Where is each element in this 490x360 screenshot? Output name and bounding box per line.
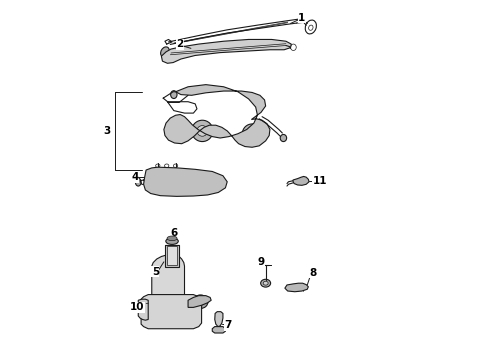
Polygon shape	[215, 312, 223, 327]
Text: 11: 11	[313, 176, 327, 186]
Ellipse shape	[161, 47, 169, 57]
Polygon shape	[161, 40, 291, 63]
Ellipse shape	[247, 129, 257, 138]
Text: 4: 4	[131, 172, 138, 182]
Polygon shape	[164, 85, 270, 147]
Ellipse shape	[173, 164, 178, 167]
Ellipse shape	[167, 236, 177, 241]
Ellipse shape	[171, 91, 177, 99]
Text: 9: 9	[257, 257, 265, 267]
Ellipse shape	[156, 164, 160, 167]
Text: 10: 10	[130, 302, 145, 312]
Polygon shape	[152, 254, 185, 303]
Text: 3: 3	[103, 126, 111, 136]
Polygon shape	[141, 294, 201, 329]
Ellipse shape	[165, 164, 169, 167]
Ellipse shape	[261, 279, 270, 287]
Ellipse shape	[291, 44, 296, 50]
Ellipse shape	[179, 171, 206, 194]
Text: 7: 7	[224, 320, 232, 330]
Ellipse shape	[185, 177, 199, 189]
Ellipse shape	[196, 298, 204, 305]
Bar	[168, 246, 177, 265]
Text: 2: 2	[176, 39, 184, 49]
Ellipse shape	[280, 134, 287, 141]
Bar	[165, 245, 179, 267]
Text: 1: 1	[298, 13, 306, 23]
Ellipse shape	[309, 25, 313, 30]
Ellipse shape	[243, 124, 262, 144]
Polygon shape	[144, 167, 227, 196]
Polygon shape	[138, 299, 148, 320]
Ellipse shape	[263, 281, 268, 285]
Text: 8: 8	[309, 267, 316, 278]
Polygon shape	[188, 296, 211, 307]
Ellipse shape	[135, 178, 141, 186]
Ellipse shape	[193, 295, 208, 309]
Ellipse shape	[166, 238, 178, 244]
Polygon shape	[293, 176, 309, 185]
Ellipse shape	[192, 120, 213, 141]
Bar	[146, 305, 195, 324]
Text: 6: 6	[170, 228, 177, 238]
Polygon shape	[212, 327, 225, 333]
Text: 5: 5	[152, 267, 159, 277]
Ellipse shape	[197, 126, 208, 136]
Polygon shape	[285, 283, 308, 292]
